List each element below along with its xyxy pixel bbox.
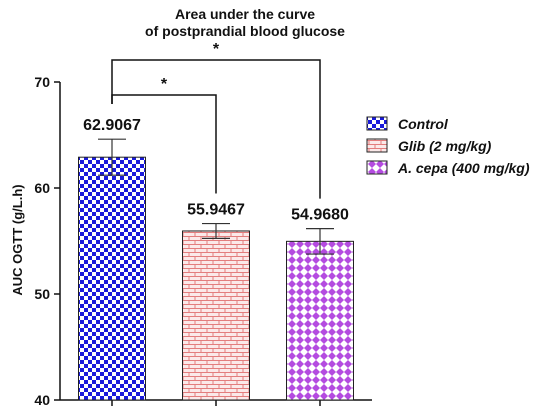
error-bar: [202, 222, 230, 239]
legend-swatch: [366, 116, 388, 131]
chart-title: Area under the curve of postprandial blo…: [145, 6, 345, 39]
value-label: 55.9467: [187, 202, 245, 219]
legend-swatch: [366, 138, 388, 153]
chart-title-line-1: Area under the curve: [175, 6, 315, 22]
value-label: 54.9680: [291, 207, 349, 224]
legend-item: A. cepa (400 mg/kg): [366, 160, 530, 176]
y-tick-label: 50: [34, 286, 50, 302]
error-bars: [98, 138, 334, 255]
bars: [78, 156, 354, 401]
bar: [78, 156, 146, 401]
error-bar: [306, 228, 334, 255]
y-axis-label: AUC OGTT (g/L.h): [10, 184, 25, 295]
significance-bracket: *: [111, 41, 321, 199]
legend-swatch: [366, 160, 388, 175]
y-tick-label: 70: [34, 74, 50, 90]
legend-item: Glib (2 mg/kg): [366, 138, 492, 154]
bar: [286, 240, 354, 401]
significance-label: *: [161, 76, 168, 93]
value-labels: 62.9067 55.9467 54.9680: [83, 117, 349, 223]
legend-label: Glib (2 mg/kg): [398, 138, 492, 154]
value-label: 62.9067: [83, 117, 141, 134]
chart-title-line-2: of postprandial blood glucose: [145, 23, 345, 39]
significance-brackets: **: [111, 41, 321, 199]
y-tick-label: 60: [34, 180, 50, 196]
y-tick-label: 40: [34, 392, 50, 408]
significance-label: *: [213, 41, 220, 58]
legend: Control Glib (2 mg/kg) A. cepa (400 mg/kg): [366, 116, 530, 176]
bar: [182, 230, 250, 401]
legend-label: A. cepa (400 mg/kg): [397, 160, 530, 176]
legend-item: Control: [366, 116, 449, 132]
legend-label: Control: [398, 116, 449, 132]
error-bar: [98, 138, 126, 176]
